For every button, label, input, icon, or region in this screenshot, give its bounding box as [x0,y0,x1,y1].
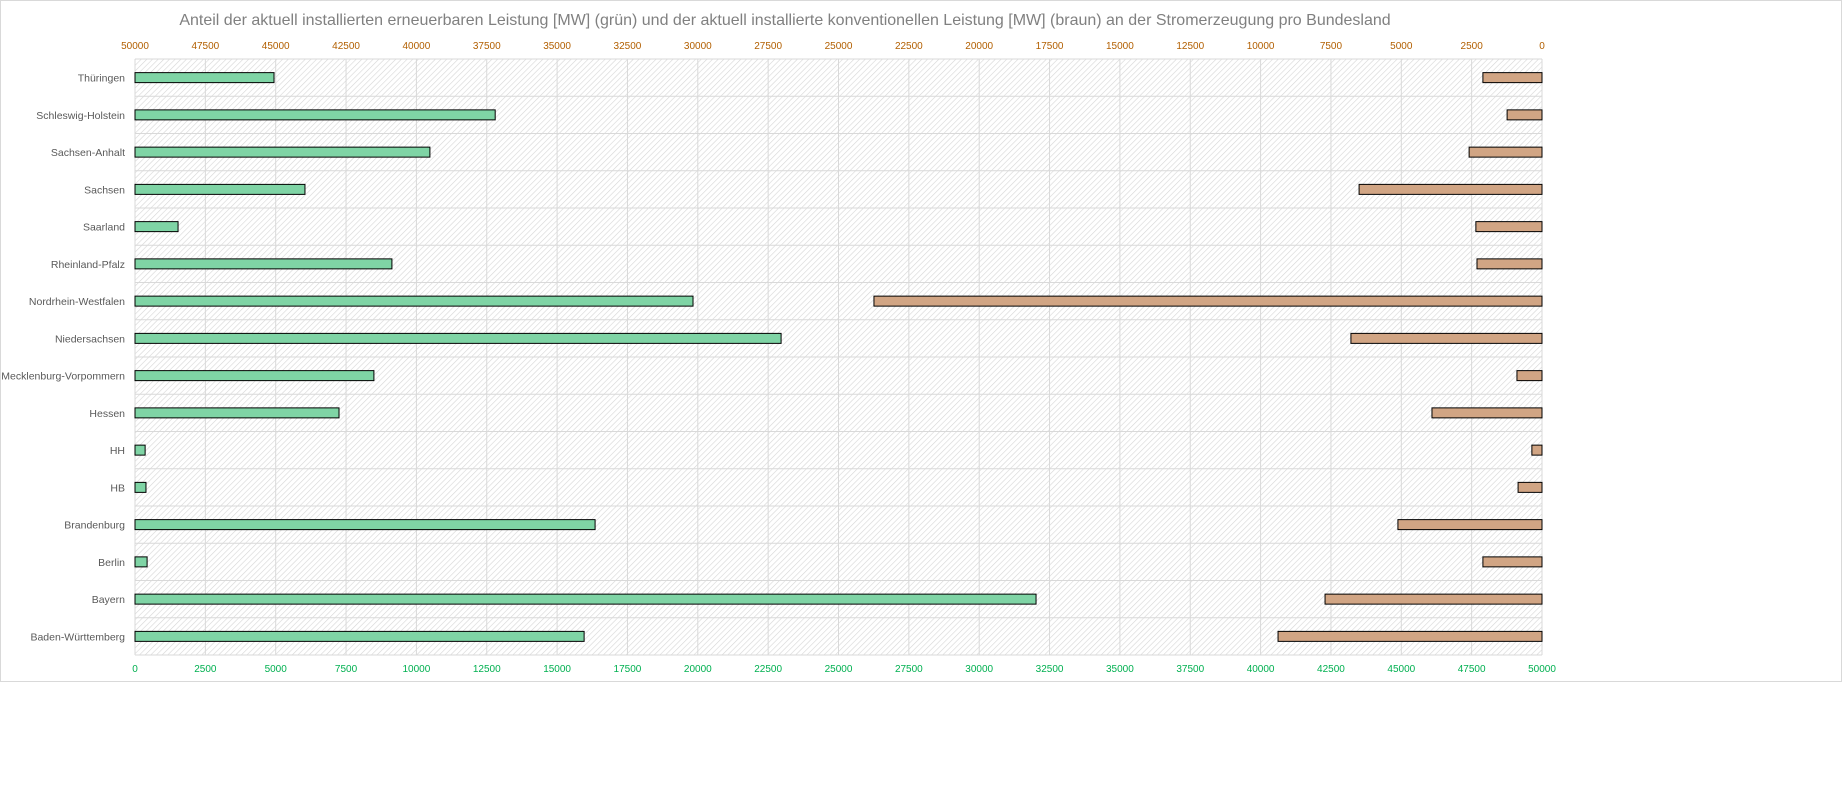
conventional-bar [1277,630,1543,642]
bottom-axis-tick-label: 42500 [1317,664,1345,675]
top-axis-tick-label: 27500 [754,41,782,52]
bottom-axis-tick-label: 20000 [684,664,712,675]
bar-chart: Anteil der aktuell installierten erneuer… [1,12,1556,675]
renewable-bar [134,407,340,419]
conventional-bar [1431,407,1543,419]
top-axis-tick-label: 20000 [965,41,993,52]
category-label: Berlin [98,557,125,569]
category-label: Brandenburg [64,520,125,532]
conventional-bar [1517,481,1543,493]
bottom-axis-tick-label: 0 [132,664,138,675]
chart-frame: Anteil der aktuell installierten erneuer… [0,0,1842,682]
conventional-bar [1506,109,1543,121]
top-axis-tick-label: 5000 [1390,41,1413,52]
category-label: Baden-Württemberg [30,631,125,643]
renewable-bar [134,146,431,158]
conventional-bar [1482,556,1543,568]
bottom-axis-tick-label: 37500 [1176,664,1204,675]
top-axis-tick-label: 25000 [825,41,853,52]
top-axis-tick-label: 30000 [684,41,712,52]
renewable-bar [134,183,306,195]
category-label: Schleswig-Holstein [36,110,125,122]
bottom-axis-tick-label: 35000 [1106,664,1134,675]
conventional-bar [1350,332,1543,344]
renewable-bar [134,593,1037,605]
category-label: Sachsen-Anhalt [51,147,125,159]
top-axis-tick-label: 10000 [1247,41,1275,52]
category-label: Bayern [92,594,125,606]
category-label: Hessen [89,408,125,420]
renewable-bar [134,72,275,84]
category-label: HB [110,482,125,494]
top-axis-tick-label: 50000 [121,41,149,52]
conventional-bar [1468,146,1543,158]
top-axis-tick-label: 15000 [1106,41,1134,52]
top-axis-tick-label: 32500 [614,41,642,52]
bottom-axis-tick-label: 47500 [1458,664,1486,675]
category-label: Saarland [83,222,125,234]
renewable-bar [134,258,393,270]
renewable-bar [134,370,375,382]
bottom-axis-tick-label: 2500 [194,664,217,675]
bottom-axis-tick-label: 30000 [965,664,993,675]
conventional-bar [1516,370,1543,382]
conventional-bar [873,295,1543,307]
chart-title: Anteil der aktuell installierten erneuer… [179,12,1390,29]
top-axis-tick-label: 42500 [332,41,360,52]
top-axis-tick-label: 22500 [895,41,923,52]
conventional-bar [1482,72,1543,84]
conventional-bar [1358,183,1543,195]
top-axis-tick-label: 7500 [1320,41,1343,52]
top-axis-tick-label: 35000 [543,41,571,52]
conventional-bar [1531,444,1543,456]
bottom-axis-tick-label: 12500 [473,664,501,675]
top-axis-tick-label: 0 [1539,41,1545,52]
renewable-bar [134,630,585,642]
bottom-axis-tick-label: 40000 [1247,664,1275,675]
bottom-axis-tick-label: 15000 [543,664,571,675]
top-axis-tick-label: 17500 [1036,41,1064,52]
top-axis-tick-label: 2500 [1461,41,1484,52]
bottom-axis-tick-label: 22500 [754,664,782,675]
bottom-axis-tick-label: 5000 [265,664,288,675]
bottom-axis-tick-label: 45000 [1387,664,1415,675]
renewable-bar [134,332,782,344]
conventional-bar [1397,519,1543,531]
category-label: Rheinland-Pfalz [51,259,125,271]
bottom-axis-tick-label: 27500 [895,664,923,675]
bottom-axis-tick-label: 50000 [1528,664,1556,675]
category-label: Sachsen [84,184,125,196]
top-axis-tick-label: 47500 [191,41,219,52]
category-label: HH [110,445,125,457]
category-label: Nordrhein-Westfalen [29,296,125,308]
renewable-bar [134,556,148,568]
bottom-axis-tick-label: 17500 [614,664,642,675]
renewable-bar [134,109,496,121]
renewable-bar [134,481,147,493]
conventional-bar [1324,593,1543,605]
bottom-axis-tick-label: 32500 [1036,664,1064,675]
renewable-bar [134,519,596,531]
conventional-bar [1476,258,1543,270]
top-axis-tick-label: 45000 [262,41,290,52]
bottom-axis-tick-label: 25000 [825,664,853,675]
conventional-bar [1475,221,1543,233]
top-axis-tick-label: 40000 [402,41,430,52]
top-axis-tick-label: 37500 [473,41,501,52]
renewable-bar [134,295,694,307]
bottom-axis-tick-label: 7500 [335,664,358,675]
renewable-bar [134,444,146,456]
category-label: Mecklenburg-Vorpommern [1,371,125,383]
renewable-bar [134,221,179,233]
top-axis-tick-label: 12500 [1176,41,1204,52]
category-label: Thüringen [78,73,125,85]
category-label: Niedersachsen [55,333,125,345]
bottom-axis-tick-label: 10000 [402,664,430,675]
